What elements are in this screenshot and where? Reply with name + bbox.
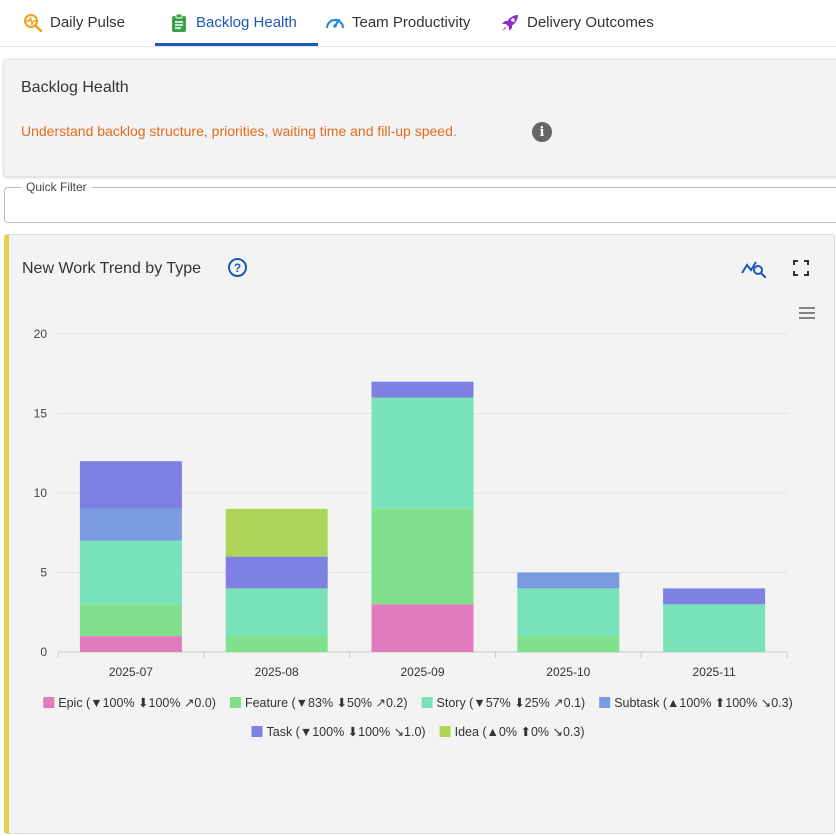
tab-backlog-health[interactable]: Backlog Health (168, 0, 297, 45)
chart-title: New Work Trend by Type (22, 260, 202, 277)
trend-analysis-icon[interactable] (741, 257, 767, 279)
tab-label: Team Productivity (352, 14, 471, 31)
tab-daily-pulse[interactable]: Daily Pulse (22, 0, 125, 45)
fullscreen-icon[interactable] (793, 260, 809, 276)
tab-label: Daily Pulse (50, 14, 126, 31)
tab-team-productivity[interactable]: Team Productivity (324, 0, 470, 45)
tab-delivery-outcomes[interactable]: Delivery Outcomes (499, 0, 654, 45)
page-description: Understand backlog structure, priorities… (21, 123, 457, 139)
help-icon[interactable]: ? (228, 258, 247, 277)
page-header-card: Backlog Health Understand backlog struct… (3, 59, 836, 177)
speedometer-icon (324, 12, 346, 34)
active-tab-indicator (155, 43, 318, 46)
tab-bar: Daily Pulse Backlog Health Team Producti… (0, 0, 836, 47)
quick-filter-field[interactable]: Quick Filter (4, 180, 836, 223)
tab-label: Delivery Outcomes (527, 14, 654, 31)
pulse-search-icon (22, 12, 44, 34)
page-title: Backlog Health (21, 79, 129, 96)
clipboard-icon (168, 12, 190, 34)
chart-card: New Work Trend by Type ? (4, 234, 835, 834)
tab-label: Backlog Health (196, 14, 297, 31)
quick-filter-label: Quick Filter (21, 180, 92, 194)
rocket-icon (499, 12, 521, 34)
info-icon[interactable]: i (532, 122, 552, 142)
hamburger-menu-icon[interactable] (798, 306, 816, 320)
